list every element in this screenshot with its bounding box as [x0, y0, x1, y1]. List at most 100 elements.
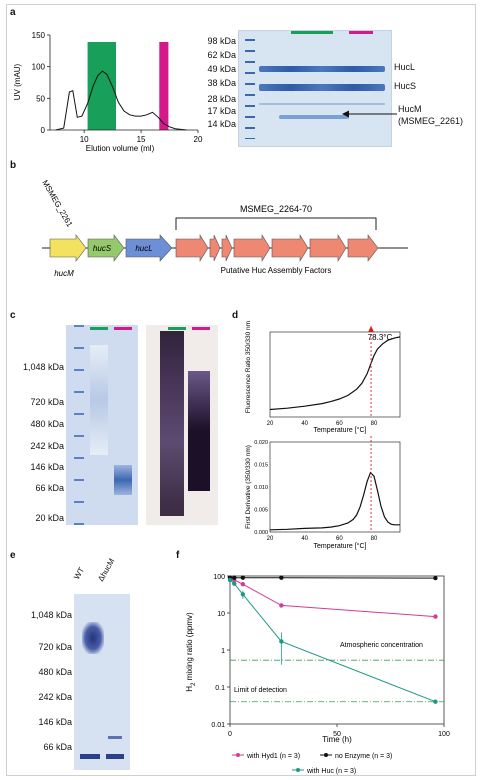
legend: with Hyd1 (n = 3) no Enzyme (n = 3) with…	[232, 753, 392, 775]
marker-label: 146 kDa	[38, 717, 72, 727]
chromatogram-trace	[55, 70, 187, 131]
marker-label: 17 kDa	[207, 106, 236, 116]
h2-point-s3	[433, 699, 438, 704]
marker-label: 242 kDa	[38, 692, 72, 702]
h2-point-s2	[433, 575, 438, 581]
tm-arrowhead	[368, 326, 375, 332]
panel-letter-a: a	[10, 7, 16, 18]
msmeg2261-label: MSMEG_2261	[40, 179, 74, 229]
hucl-gene-arrow	[125, 234, 173, 262]
h2-point-s3	[279, 639, 284, 644]
dsf-top-xlabel: Temperature [°C]	[314, 426, 367, 434]
marker-label: 98 kDa	[207, 36, 236, 46]
factor-gene-6	[309, 233, 347, 263]
dsf-bottom-ytick-label: 0.015	[254, 463, 268, 469]
hucs-label: HucS	[394, 81, 417, 91]
h2-ytick-label: 100	[213, 574, 225, 581]
h2-series-line-3	[229, 579, 436, 703]
dsf-bottom-frame	[269, 441, 401, 533]
factor-bracket	[175, 217, 377, 230]
y-tick-label-150: 150	[32, 31, 46, 40]
h2-point-s3	[232, 581, 237, 586]
h2-xtick-label: 0	[228, 731, 232, 738]
activity-lane-green	[160, 331, 184, 516]
green-lane-bar-c2	[168, 327, 186, 330]
y-tick-label-50: 50	[36, 94, 45, 103]
factor-gene-3	[221, 234, 233, 262]
marker-label: 720 kDa	[38, 642, 72, 652]
marker-label: 66 kDa	[35, 483, 64, 493]
marker-label: 49 kDa	[207, 64, 236, 74]
h2-ytick-label: 0.01	[211, 722, 225, 729]
dhucm-66-band	[106, 754, 124, 759]
hucs-gene-label: hucS	[93, 244, 112, 253]
elution-chromatogram: 10 15 20 0 50 100 150 Elution volume (ml) UV (…	[13, 31, 203, 153]
hucm-band	[279, 115, 349, 119]
legend-huc: with Huc (n = 3)	[306, 768, 356, 775]
hucm-label-line2: (MSMEG_2261)	[398, 116, 464, 126]
panel-letter-e: e	[10, 550, 16, 561]
hucl-gene-label: hucL	[135, 244, 152, 253]
hucl-label: HucL	[394, 62, 416, 72]
h2-point-s1	[240, 582, 246, 587]
hucm-arrow	[342, 110, 397, 118]
magenta-fraction-bar	[349, 31, 373, 34]
dsf-bottom-ytick-label: 0.000	[254, 530, 268, 536]
h2-ytick-label: 1	[221, 648, 225, 655]
marker-label: 1,048 kDa	[22, 362, 64, 372]
dsf-bottom-xlabel: Temperature [°C]	[314, 542, 367, 550]
bracket-label: MSMEG_2264-70	[240, 204, 312, 214]
h2-ytick-label: 10	[217, 611, 225, 618]
fraction-region-2	[159, 42, 169, 130]
marker-label: 14 kDa	[207, 119, 236, 129]
magenta-lane-bar-c2	[192, 327, 210, 330]
ladder-lane-c	[74, 325, 84, 525]
hucl-band	[259, 66, 385, 72]
marker-label: 242 kDa	[30, 441, 64, 451]
panel-letter-c: c	[10, 310, 16, 321]
legend-no-enzyme: no Enzyme (n = 3)	[335, 753, 392, 760]
dsf-bottom-ytick-label: 0.005	[254, 508, 268, 514]
marker-label: 720 kDa	[30, 397, 64, 407]
dsf-top-xtick-label: 40	[301, 421, 308, 427]
marker-label: 480 kDa	[30, 419, 64, 429]
legend-marker-huc	[296, 768, 300, 772]
h2-xlabel: Time (h)	[322, 735, 352, 744]
figure-frame	[6, 4, 476, 776]
dsf-top-xtick-label: 20	[267, 421, 274, 427]
y-tick-label-0: 0	[41, 126, 46, 135]
native-gel-c-activity	[146, 325, 218, 525]
legend-hyd1: with Hyd1 (n = 3)	[246, 753, 300, 760]
marker-label: 28 kDa	[207, 94, 236, 104]
factor-gene-2	[209, 234, 221, 262]
marker-label: 1,048 kDa	[30, 610, 72, 620]
h2-point-s2	[232, 575, 237, 580]
h2-point-s1	[433, 614, 438, 619]
hucm-gene-arrow	[49, 234, 87, 262]
h2-xtick-label: 50	[333, 731, 341, 738]
h2-point-s2	[279, 575, 284, 580]
marker-label: 62 kDa	[207, 50, 236, 60]
marker-label: 66 kDa	[43, 742, 72, 752]
native-gel-c-coomassie	[66, 325, 138, 525]
marker-label: 38 kDa	[207, 78, 236, 88]
chromatogram-xlabel: Elution volume (ml)	[86, 144, 155, 153]
dsf-top-xtick-label: 80	[371, 421, 378, 427]
h2-xtick-label: 100	[438, 731, 450, 738]
fraction-region-1	[87, 42, 117, 130]
wt-66-band	[80, 754, 100, 759]
dsf-bottom-xtick-label: 40	[301, 536, 308, 542]
gene-cluster-diagram: MSMEG_2261 hucS hucL MSMEG_2264-70 hucM …	[40, 179, 408, 278]
tm-label: 78.3°C	[368, 333, 393, 342]
thermal-stability-plots: 20 40 60 80 20 40 60 80 0.000 0.005 0.010 0.015 0.02…	[245, 321, 401, 550]
dsf-bottom-trace	[269, 471, 400, 531]
factor-gene-4	[233, 233, 271, 263]
hucm-label-line1: HucM	[398, 104, 422, 114]
factors-label: Putative Huc Assembly Factors	[221, 266, 332, 275]
dhucm-146-band	[108, 736, 122, 739]
hucs-gene-arrow	[87, 234, 125, 262]
lane-green-c	[90, 345, 108, 455]
activity-lane-magenta	[188, 371, 210, 491]
panel-letter-f: f	[176, 550, 180, 561]
h2-series-line-1	[229, 577, 436, 618]
